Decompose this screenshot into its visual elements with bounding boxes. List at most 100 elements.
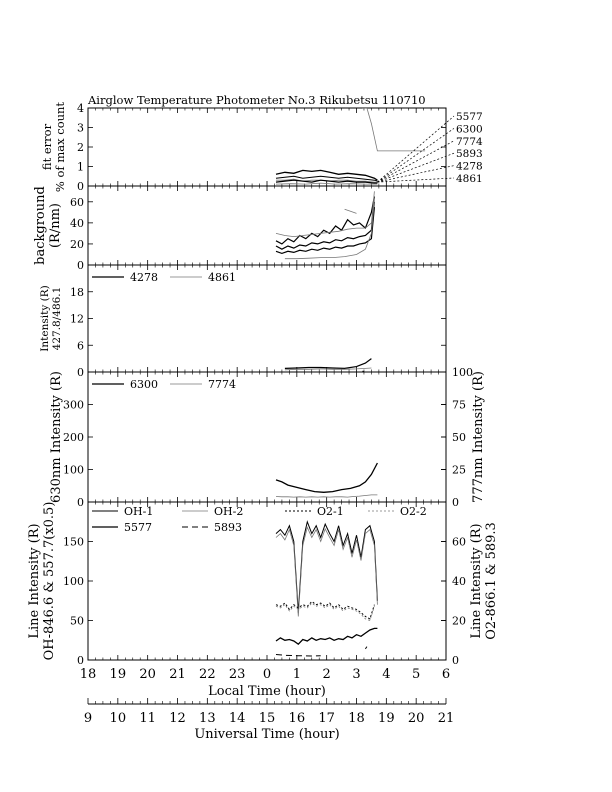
y-axis-label: (R/nm) — [48, 203, 63, 248]
side-label: 7774 — [456, 136, 483, 148]
series-line-line-5893 — [275, 654, 321, 657]
x-tick-label-ut: 11 — [139, 711, 156, 726]
series-line-background-5 — [344, 208, 357, 214]
y-tick-label: 50 — [70, 615, 84, 628]
legend-label: O2-2 — [400, 505, 427, 518]
x-tick-label-local: 23 — [229, 667, 246, 682]
x-tick-label-local: 20 — [139, 667, 156, 682]
y-tick-label: 60 — [70, 196, 84, 209]
y-right-tick-label: 20 — [452, 615, 466, 628]
y-axis-label: 630nm Intensity (R) — [49, 371, 64, 503]
y-tick-label: 0 — [77, 259, 84, 272]
y-axis-label: 427.8/486.1 — [51, 287, 63, 351]
x-tick-label-ut: 18 — [348, 711, 365, 726]
x-tick-label-local: 0 — [263, 667, 271, 682]
x-tick-label-local: 2 — [323, 667, 331, 682]
y-tick-label: 0 — [77, 496, 84, 509]
y-axis-label: Intensity (R) — [39, 285, 51, 351]
side-label: 4861 — [456, 173, 483, 185]
series-line-line-5577 — [275, 627, 378, 646]
y-right-axis-label: O2-866.1 & 589.3 — [484, 522, 499, 640]
y-tick-label: 20 — [70, 238, 84, 251]
legend-label: 4861 — [208, 271, 236, 284]
series-line-ratio-2 — [362, 370, 366, 372]
y-tick-label: 0 — [77, 180, 84, 193]
y-tick-label: 4 — [77, 102, 84, 115]
axes-layer — [87, 107, 447, 705]
y-tick-label: 12 — [70, 313, 84, 326]
y-tick-label: 2 — [77, 141, 84, 154]
legend-label: 5577 — [124, 521, 152, 534]
x-tick-label-ut: 13 — [199, 711, 216, 726]
x-tick-label-ut: 20 — [408, 711, 425, 726]
leader-line — [377, 152, 455, 183]
series-line-ratio-4861 — [284, 367, 372, 371]
x-tick-label-ut: 14 — [229, 711, 246, 726]
y-tick-label: 3 — [77, 122, 84, 135]
x-tick-label-ut: 21 — [438, 711, 455, 726]
panel-frame-red — [87, 371, 447, 503]
series-line-red-7774 — [275, 494, 378, 498]
x-tick-label-local: 21 — [169, 667, 186, 682]
series-line-line-OH-1 — [275, 520, 378, 613]
y-tick-label: 40 — [70, 217, 84, 230]
y-axis-label: Line Intensity (R) — [27, 523, 42, 638]
y-right-tick-label: 75 — [452, 399, 466, 412]
y-right-tick-label: 0 — [452, 496, 459, 509]
leader-line — [377, 165, 455, 183]
series-line-fit-4 — [362, 108, 426, 152]
y-right-tick-label: 50 — [452, 431, 466, 444]
y-axis-label: OH-846.6 & 557.7(x0.5) — [42, 502, 57, 661]
y-right-tick-label: 25 — [452, 464, 466, 477]
side-label: 4278 — [456, 161, 483, 173]
x-tick-label-ut: 9 — [84, 711, 92, 726]
y-tick-label: 300 — [63, 399, 84, 412]
chart-title: Airglow Temperature Photometer No.3 Riku… — [87, 93, 426, 107]
series-line-red-6300 — [275, 462, 378, 493]
legend-label: 6300 — [130, 378, 158, 391]
y-axis-label: % of max count — [53, 102, 67, 192]
x-tick-label-ut: 15 — [259, 711, 276, 726]
leader-line — [377, 128, 455, 183]
leader-line — [377, 140, 455, 183]
series-line-background-3 — [275, 191, 375, 238]
series-line-ratio-4278 — [284, 358, 372, 370]
y-right-tick-label: 40 — [452, 575, 466, 588]
legend-label: O2-1 — [317, 505, 344, 518]
x-tick-label-local: 19 — [110, 667, 127, 682]
x-tick-label-local: 22 — [199, 667, 216, 682]
x-tick-label-local: 5 — [412, 667, 420, 682]
series-line-fit-0 — [275, 169, 378, 181]
side-label: 5577 — [456, 111, 483, 123]
y-right-tick-label: 60 — [452, 536, 466, 549]
legend-label: 5893 — [214, 521, 242, 534]
y-tick-label: 0 — [77, 654, 84, 667]
x-tick-label-ut: 12 — [169, 711, 186, 726]
y-right-axis-label: 777nm Intensity (R) — [471, 371, 486, 503]
series-line-line-O2-1 — [275, 600, 375, 620]
y-axis-label: background — [33, 186, 48, 265]
y-tick-label: 150 — [63, 536, 84, 549]
side-label: 5893 — [456, 148, 483, 160]
x-axis-label-ut: Universal Time (hour) — [194, 727, 339, 742]
panel-frame-background — [87, 185, 447, 266]
x-tick-label-local: 18 — [80, 667, 97, 682]
y-right-tick-label: 100 — [452, 366, 473, 379]
x-tick-label-local: 6 — [442, 667, 450, 682]
x-tick-label-ut: 10 — [110, 711, 127, 726]
series-line-fit-5 — [275, 182, 378, 185]
y-tick-label: 0 — [77, 366, 84, 379]
legend-label: OH-1 — [124, 505, 153, 518]
series-line-fit-1 — [275, 175, 378, 182]
x-tick-label-ut: 16 — [289, 711, 306, 726]
y-tick-label: 100 — [63, 575, 84, 588]
x-tick-label-local: 1 — [293, 667, 301, 682]
series-line-line-6 — [364, 646, 368, 650]
legend-label: 7774 — [208, 378, 236, 391]
y-axis-label: fit error — [40, 123, 54, 170]
x-tick-label-ut: 19 — [378, 711, 395, 726]
legend-label: OH-2 — [214, 505, 243, 518]
y-tick-label: 6 — [77, 339, 84, 352]
